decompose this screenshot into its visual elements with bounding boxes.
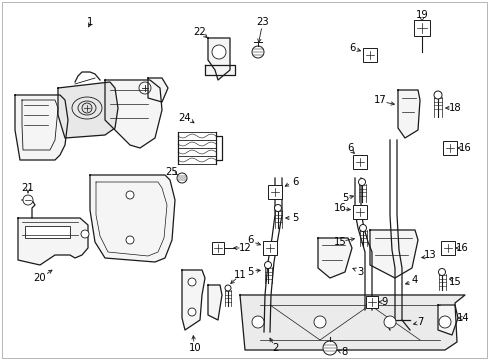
Circle shape xyxy=(251,316,264,328)
Polygon shape xyxy=(90,175,175,262)
Circle shape xyxy=(187,278,196,286)
Text: 15: 15 xyxy=(333,237,346,247)
Polygon shape xyxy=(15,95,68,160)
Bar xyxy=(263,241,276,255)
Polygon shape xyxy=(397,90,419,138)
Circle shape xyxy=(212,45,225,59)
Circle shape xyxy=(126,191,134,199)
Circle shape xyxy=(224,285,230,291)
Bar xyxy=(352,205,366,219)
Circle shape xyxy=(438,316,450,328)
Text: 6: 6 xyxy=(346,143,352,153)
Circle shape xyxy=(251,46,264,58)
Text: 16: 16 xyxy=(333,203,346,213)
Bar xyxy=(212,242,224,254)
Bar xyxy=(267,185,282,199)
Circle shape xyxy=(82,103,92,113)
Polygon shape xyxy=(58,82,118,138)
Text: 16: 16 xyxy=(458,143,470,153)
Circle shape xyxy=(383,316,395,328)
Text: 21: 21 xyxy=(21,183,34,193)
Text: 10: 10 xyxy=(188,343,201,353)
Bar xyxy=(362,48,376,62)
Text: 3: 3 xyxy=(356,267,363,277)
Bar xyxy=(413,20,429,36)
Polygon shape xyxy=(437,305,457,335)
Text: 22: 22 xyxy=(193,27,206,37)
Polygon shape xyxy=(240,295,464,350)
Text: 16: 16 xyxy=(455,243,468,253)
Polygon shape xyxy=(182,270,204,330)
Bar xyxy=(352,155,366,169)
Polygon shape xyxy=(207,38,229,80)
Text: 23: 23 xyxy=(256,17,269,27)
Circle shape xyxy=(126,236,134,244)
Text: 2: 2 xyxy=(271,343,278,353)
Circle shape xyxy=(358,179,365,185)
Text: 19: 19 xyxy=(415,10,427,20)
Circle shape xyxy=(433,91,441,99)
Circle shape xyxy=(323,341,336,355)
Text: 18: 18 xyxy=(448,103,460,113)
Circle shape xyxy=(438,269,445,275)
Text: 6: 6 xyxy=(246,235,253,245)
Text: 25: 25 xyxy=(165,167,178,177)
Circle shape xyxy=(264,261,271,269)
Bar xyxy=(440,241,454,255)
Text: 5: 5 xyxy=(291,213,298,223)
Polygon shape xyxy=(317,238,351,278)
Circle shape xyxy=(81,230,89,238)
Text: 17: 17 xyxy=(373,95,386,105)
Text: 24: 24 xyxy=(178,113,191,123)
Circle shape xyxy=(23,195,33,205)
Text: 5: 5 xyxy=(341,193,347,203)
Circle shape xyxy=(187,308,196,316)
Text: 13: 13 xyxy=(423,250,435,260)
Text: 9: 9 xyxy=(381,297,387,307)
Text: 5: 5 xyxy=(246,267,253,277)
Polygon shape xyxy=(18,218,88,265)
Circle shape xyxy=(313,316,325,328)
Text: 11: 11 xyxy=(233,270,246,280)
Text: 14: 14 xyxy=(456,313,468,323)
Circle shape xyxy=(177,173,186,183)
Text: 15: 15 xyxy=(447,277,461,287)
Text: 6: 6 xyxy=(291,177,298,187)
Bar xyxy=(442,141,456,155)
Polygon shape xyxy=(148,78,168,102)
Text: 7: 7 xyxy=(416,317,422,327)
Text: 4: 4 xyxy=(411,275,417,285)
Text: 6: 6 xyxy=(348,43,354,53)
Polygon shape xyxy=(369,230,417,278)
Circle shape xyxy=(359,225,366,231)
Bar xyxy=(25,226,70,238)
Text: 8: 8 xyxy=(341,347,347,357)
Text: 1: 1 xyxy=(87,17,93,27)
Polygon shape xyxy=(204,65,235,75)
Circle shape xyxy=(274,204,281,212)
Polygon shape xyxy=(105,80,162,148)
Polygon shape xyxy=(207,285,222,320)
Bar xyxy=(365,296,377,308)
Text: 20: 20 xyxy=(34,273,46,283)
Text: 12: 12 xyxy=(238,243,251,253)
